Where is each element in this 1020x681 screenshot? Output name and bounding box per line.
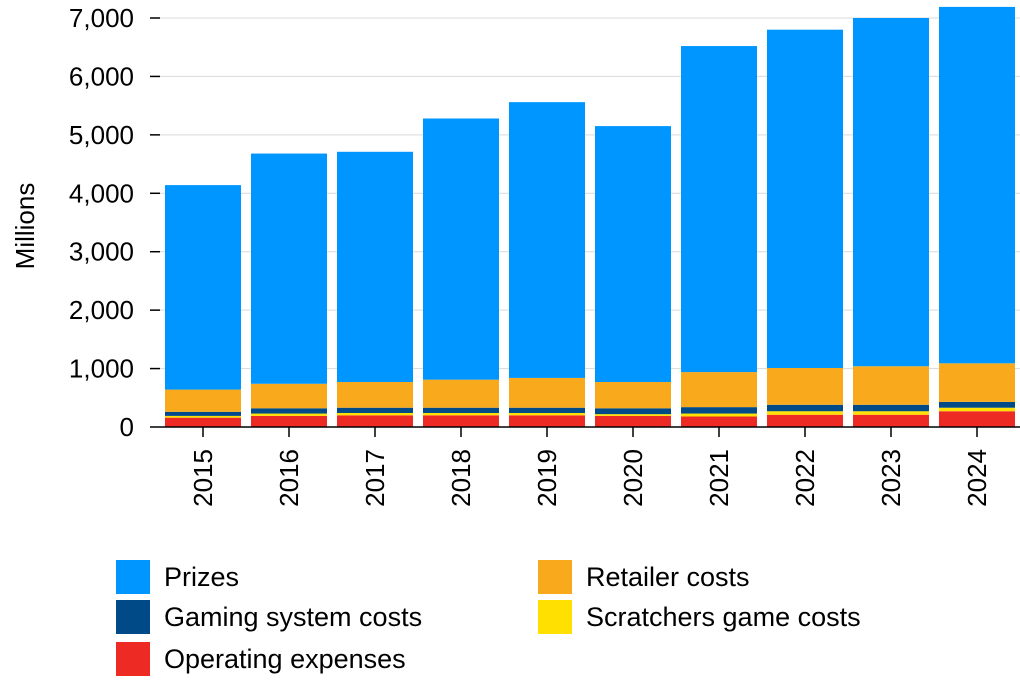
bar-operating-expenses-2024 (939, 411, 1015, 427)
bar-gaming-system-costs-2016 (251, 408, 327, 414)
y-tick-labels: 0 1,000 2,000 3,000 4,000 5,000 6,000 7,000 (69, 3, 134, 442)
bar-retailer-costs-2024 (939, 363, 1015, 402)
bar-scratchers-game-costs-2024 (939, 407, 1015, 412)
y-tick-label: 7,000 (69, 3, 134, 33)
bar-prizes-2020 (595, 126, 671, 383)
bars (165, 6, 1015, 427)
x-tick-label: 2015 (188, 449, 218, 507)
bar-retailer-costs-2018 (423, 379, 499, 408)
axes (150, 17, 1020, 437)
x-tick-label: 2023 (876, 449, 906, 507)
bar-retailer-costs-2020 (595, 382, 671, 409)
x-tick-label: 2020 (618, 449, 648, 507)
bar-retailer-costs-2015 (165, 389, 241, 412)
bar-scratchers-game-costs-2022 (767, 411, 843, 415)
bar-gaming-system-costs-2022 (767, 404, 843, 412)
bar-retailer-costs-2022 (767, 367, 843, 405)
bar-scratchers-game-costs-2017 (337, 412, 413, 416)
x-tick-label: 2022 (790, 449, 820, 507)
bar-retailer-costs-2021 (681, 372, 757, 408)
bar-gaming-system-costs-2015 (165, 411, 241, 416)
bar-operating-expenses-2020 (595, 415, 671, 427)
bar-prizes-2016 (251, 153, 327, 384)
x-tick-label: 2019 (532, 449, 562, 507)
bar-scratchers-game-costs-2016 (251, 413, 327, 416)
bar-prizes-2024 (939, 6, 1015, 364)
bar-operating-expenses-2021 (681, 416, 757, 427)
bar-scratchers-game-costs-2018 (423, 412, 499, 416)
bar-gaming-system-costs-2019 (509, 407, 585, 413)
x-tick-label: 2017 (360, 449, 390, 507)
bar-operating-expenses-2022 (767, 414, 843, 427)
bar-retailer-costs-2016 (251, 383, 327, 409)
bar-gaming-system-costs-2023 (853, 404, 929, 412)
bar-retailer-costs-2023 (853, 366, 929, 405)
bar-gaming-system-costs-2018 (423, 407, 499, 413)
bar-gaming-system-costs-2021 (681, 407, 757, 414)
bar-scratchers-game-costs-2019 (509, 412, 585, 416)
y-tick-label: 1,000 (69, 354, 134, 384)
bar-gaming-system-costs-2020 (595, 408, 671, 415)
bar-prizes-2022 (767, 29, 843, 368)
bar-prizes-2018 (423, 118, 499, 380)
x-tick-labels: 2015 2016 2017 2018 2019 2020 2021 2022 2023 2024 (188, 449, 992, 507)
bar-operating-expenses-2017 (337, 415, 413, 427)
x-tick-label: 2021 (704, 449, 734, 507)
bar-operating-expenses-2016 (251, 415, 327, 427)
bar-scratchers-game-costs-2023 (853, 411, 929, 415)
bar-retailer-costs-2019 (509, 377, 585, 408)
y-tick-label: 3,000 (69, 237, 134, 267)
bar-operating-expenses-2019 (509, 415, 585, 427)
bar-operating-expenses-2015 (165, 417, 241, 427)
y-tick-label: 5,000 (69, 120, 134, 150)
bar-operating-expenses-2018 (423, 415, 499, 427)
bar-prizes-2015 (165, 185, 241, 390)
bar-gaming-system-costs-2017 (337, 407, 413, 413)
y-tick-label: 0 (120, 412, 134, 442)
y-axis-title: Millions (10, 183, 40, 270)
y-tick-label: 2,000 (69, 295, 134, 325)
bar-prizes-2021 (681, 46, 757, 373)
bar-scratchers-game-costs-2020 (595, 414, 671, 416)
bar-prizes-2019 (509, 102, 585, 378)
bar-prizes-2017 (337, 151, 413, 383)
bar-operating-expenses-2023 (853, 414, 929, 427)
y-tick-label: 6,000 (69, 61, 134, 91)
bar-retailer-costs-2017 (337, 382, 413, 408)
bar-scratchers-game-costs-2015 (165, 415, 241, 418)
y-tick-label: 4,000 (69, 178, 134, 208)
x-tick-label: 2024 (962, 449, 992, 507)
bar-gaming-system-costs-2024 (939, 401, 1015, 408)
x-tick-label: 2018 (446, 449, 476, 507)
x-tick-label: 2016 (274, 449, 304, 507)
bar-scratchers-game-costs-2021 (681, 413, 757, 417)
bar-prizes-2023 (853, 18, 929, 367)
